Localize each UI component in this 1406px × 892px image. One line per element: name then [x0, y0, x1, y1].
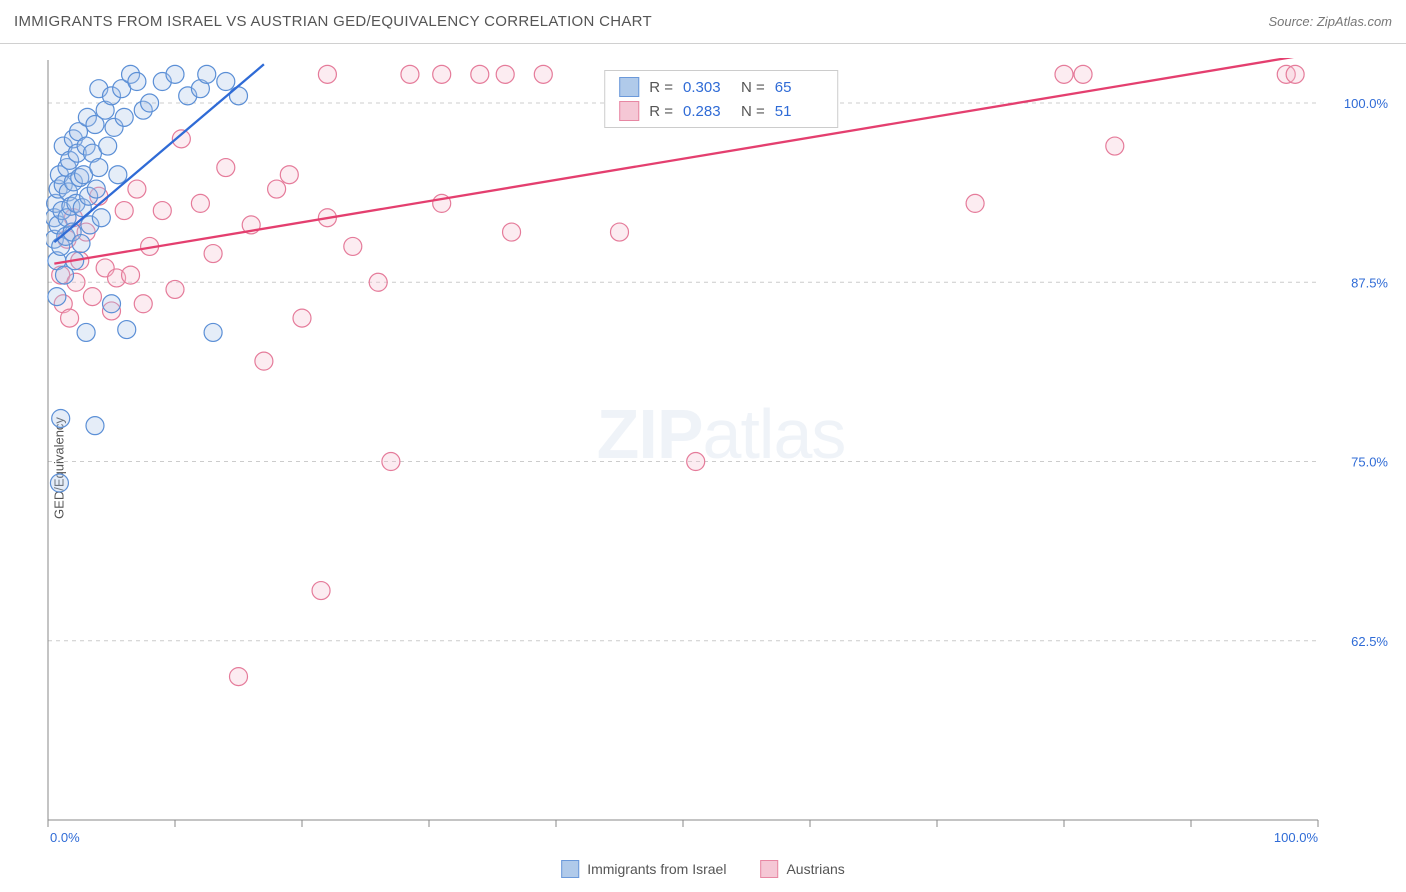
scatter-point: [83, 288, 101, 306]
legend-row: R = 0.283 N = 51: [619, 99, 823, 123]
scatter-point: [52, 409, 70, 427]
scatter-point: [503, 223, 521, 241]
r-label: R =: [649, 79, 673, 96]
legend-item: Austrians: [760, 860, 844, 878]
scatter-point: [401, 65, 419, 83]
scatter-point: [611, 223, 629, 241]
scatter-point: [198, 65, 216, 83]
legend-swatch: [760, 860, 778, 878]
n-value: 65: [775, 79, 823, 96]
chart-source: Source: ZipAtlas.com: [1268, 14, 1392, 29]
legend-label: Immigrants from Israel: [587, 861, 726, 877]
x-tick-label: 100.0%: [1274, 830, 1319, 842]
scatter-point: [312, 582, 330, 600]
scatter-point: [122, 266, 140, 284]
scatter-point: [118, 321, 136, 339]
scatter-point: [166, 65, 184, 83]
scatter-point: [369, 273, 387, 291]
r-label: R =: [649, 103, 673, 120]
chart-area: GED/Equivalency ZIPatlas 62.5%75.0%87.5%…: [0, 44, 1406, 892]
scatter-point: [217, 73, 235, 91]
scatter-point: [204, 323, 222, 341]
n-label: N =: [741, 103, 765, 120]
scatter-point: [496, 65, 514, 83]
scatter-point: [141, 94, 159, 112]
scatter-point: [109, 166, 127, 184]
legend-label: Austrians: [786, 861, 844, 877]
scatter-point: [153, 202, 171, 220]
scatter-point: [318, 65, 336, 83]
y-tick-label: 87.5%: [1351, 275, 1388, 290]
legend-swatch: [561, 860, 579, 878]
scatter-point: [1286, 65, 1304, 83]
r-value: 0.283: [683, 103, 731, 120]
plot-region: ZIPatlas 62.5%75.0%87.5%100.0%0.0%100.0%…: [46, 58, 1396, 842]
y-tick-label: 75.0%: [1351, 455, 1388, 470]
scatter-point: [87, 180, 105, 198]
n-value: 51: [775, 103, 823, 120]
legend-swatch: [619, 77, 639, 97]
r-value: 0.303: [683, 79, 731, 96]
scatter-point: [255, 352, 273, 370]
scatter-point: [128, 73, 146, 91]
n-label: N =: [741, 79, 765, 96]
y-tick-label: 62.5%: [1351, 634, 1388, 649]
chart-title: IMMIGRANTS FROM ISRAEL VS AUSTRIAN GED/E…: [14, 13, 652, 30]
chart-header: IMMIGRANTS FROM ISRAEL VS AUSTRIAN GED/E…: [0, 0, 1406, 44]
scatter-point: [230, 668, 248, 686]
scatter-point: [268, 180, 286, 198]
scatter-point: [128, 180, 146, 198]
scatter-point: [48, 288, 66, 306]
correlation-legend: R = 0.303 N = 65 R = 0.283 N = 51: [604, 70, 838, 128]
legend-item: Immigrants from Israel: [561, 860, 726, 878]
scatter-point: [217, 159, 235, 177]
scatter-point: [204, 245, 222, 263]
scatter-point: [77, 323, 95, 341]
scatter-point: [90, 159, 108, 177]
scatter-point: [280, 166, 298, 184]
scatter-point: [1055, 65, 1073, 83]
x-tick-label: 0.0%: [50, 830, 80, 842]
scatter-point: [61, 309, 79, 327]
scatter-point: [103, 295, 121, 313]
scatter-point: [191, 194, 209, 212]
scatter-point: [534, 65, 552, 83]
scatter-point: [115, 108, 133, 126]
scatter-point: [230, 87, 248, 105]
scatter-point: [1074, 65, 1092, 83]
scatter-point: [433, 65, 451, 83]
legend-row: R = 0.303 N = 65: [619, 75, 823, 99]
y-tick-label: 100.0%: [1344, 96, 1389, 111]
scatter-point: [293, 309, 311, 327]
scatter-point: [471, 65, 489, 83]
scatter-point: [72, 235, 90, 253]
scatter-point: [344, 237, 362, 255]
scatter-point: [115, 202, 133, 220]
scatter-point: [382, 453, 400, 471]
scatter-point: [1106, 137, 1124, 155]
series-legend: Immigrants from Israel Austrians: [561, 860, 845, 878]
scatter-point: [166, 280, 184, 298]
scatter-point: [92, 209, 110, 227]
plot-svg: 62.5% 75.0% 87.5% 100.0% 0.0% 100.0%: [46, 58, 1396, 842]
scatter-point: [966, 194, 984, 212]
scatter-point: [134, 295, 152, 313]
scatter-point: [99, 137, 117, 155]
scatter-point: [50, 474, 68, 492]
legend-swatch: [619, 101, 639, 121]
scatter-point: [687, 453, 705, 471]
scatter-point: [86, 417, 104, 435]
